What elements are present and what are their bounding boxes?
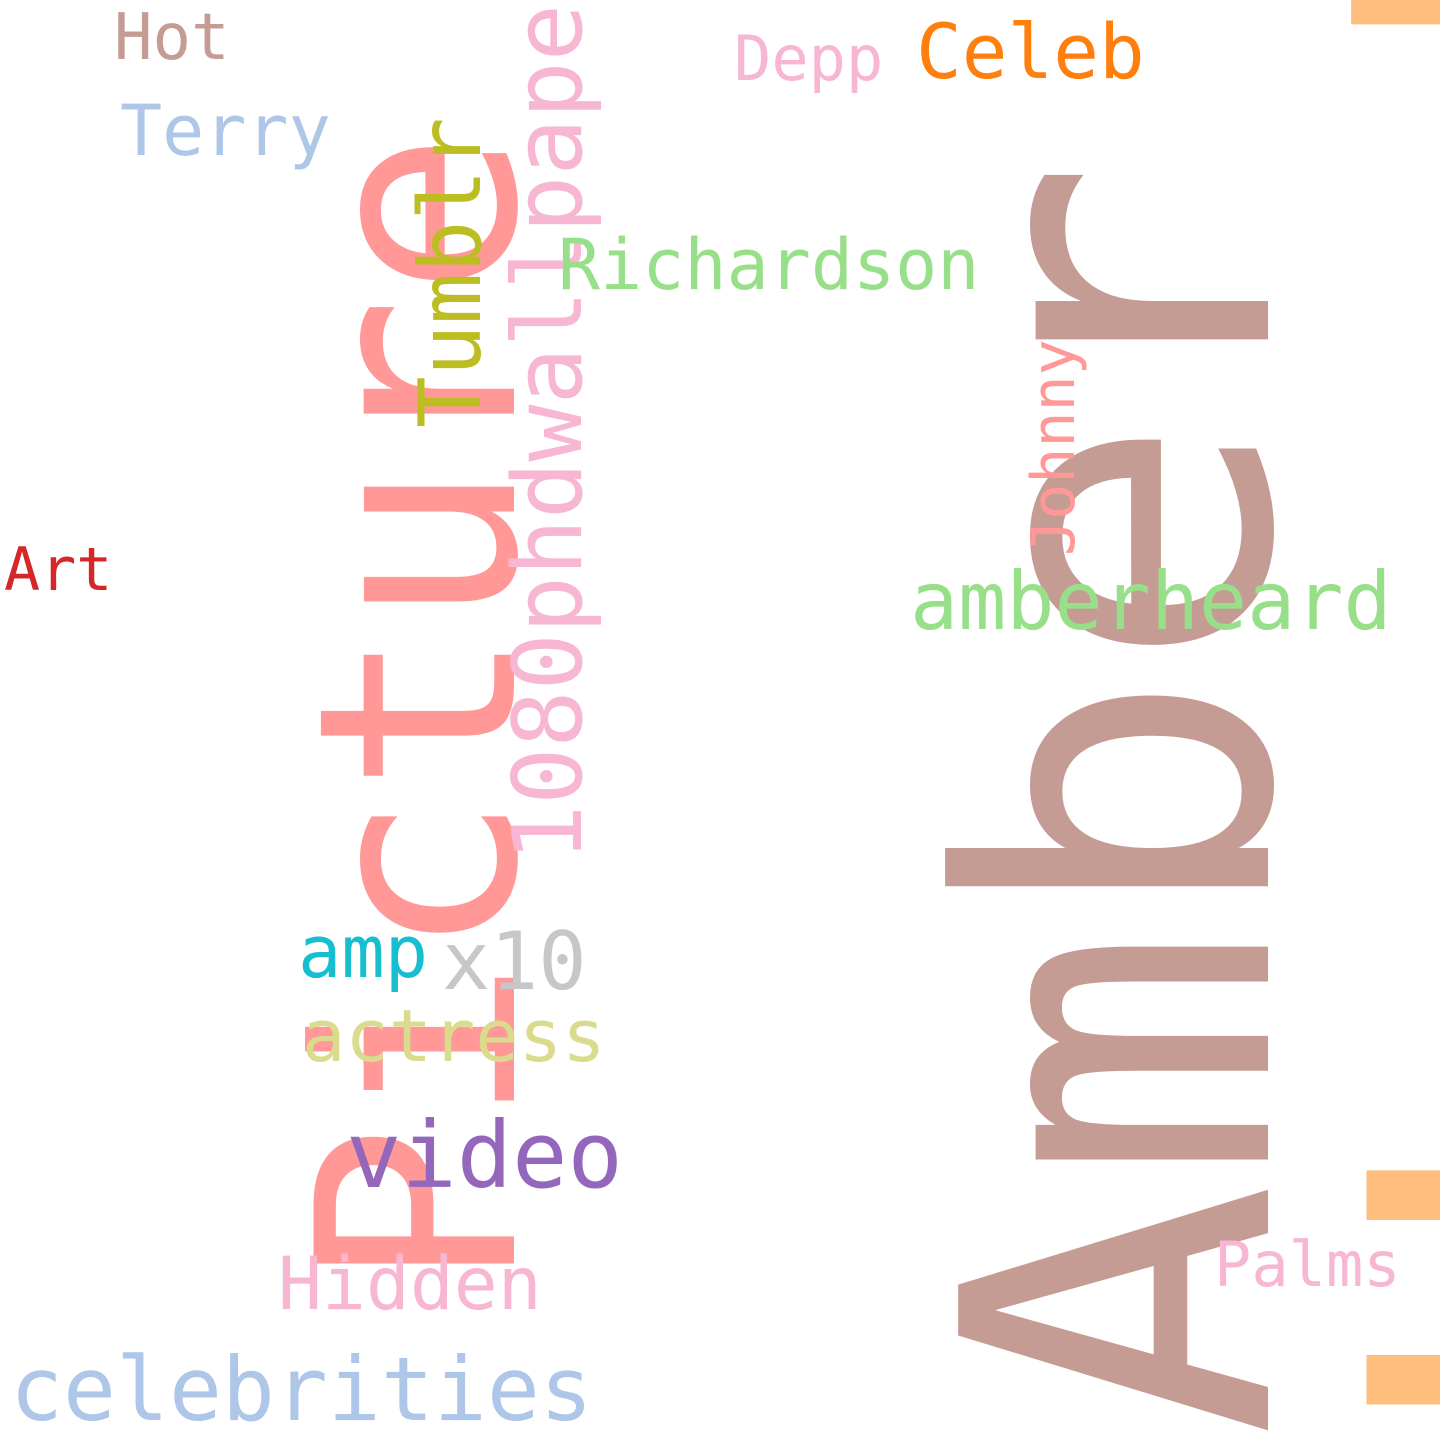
word-celebrities: celebrities — [10, 1338, 593, 1440]
word-art: Art — [4, 535, 113, 605]
word-hidden: Hidden — [278, 1242, 542, 1327]
word-video: video — [346, 1102, 623, 1209]
word-amp: amp — [298, 910, 429, 994]
word-amberheard: amberheard — [910, 555, 1392, 648]
word-hot: Hot — [114, 1, 230, 75]
word-celeb: Celeb — [916, 7, 1145, 96]
word-tumblr: Tumblr — [401, 117, 501, 428]
word-1080phdwallpapers: 1080phdwallpapers — [494, 0, 604, 862]
word-depp: Depp — [734, 22, 884, 95]
word-palms: Palms — [1214, 1228, 1401, 1301]
word-actress: actress — [302, 994, 606, 1078]
word-terry: Terry — [120, 90, 331, 172]
word-richardson: Richardson — [558, 224, 980, 306]
word-x10: x10 — [442, 915, 587, 1008]
word-johnny: Johnny — [1019, 339, 1089, 556]
